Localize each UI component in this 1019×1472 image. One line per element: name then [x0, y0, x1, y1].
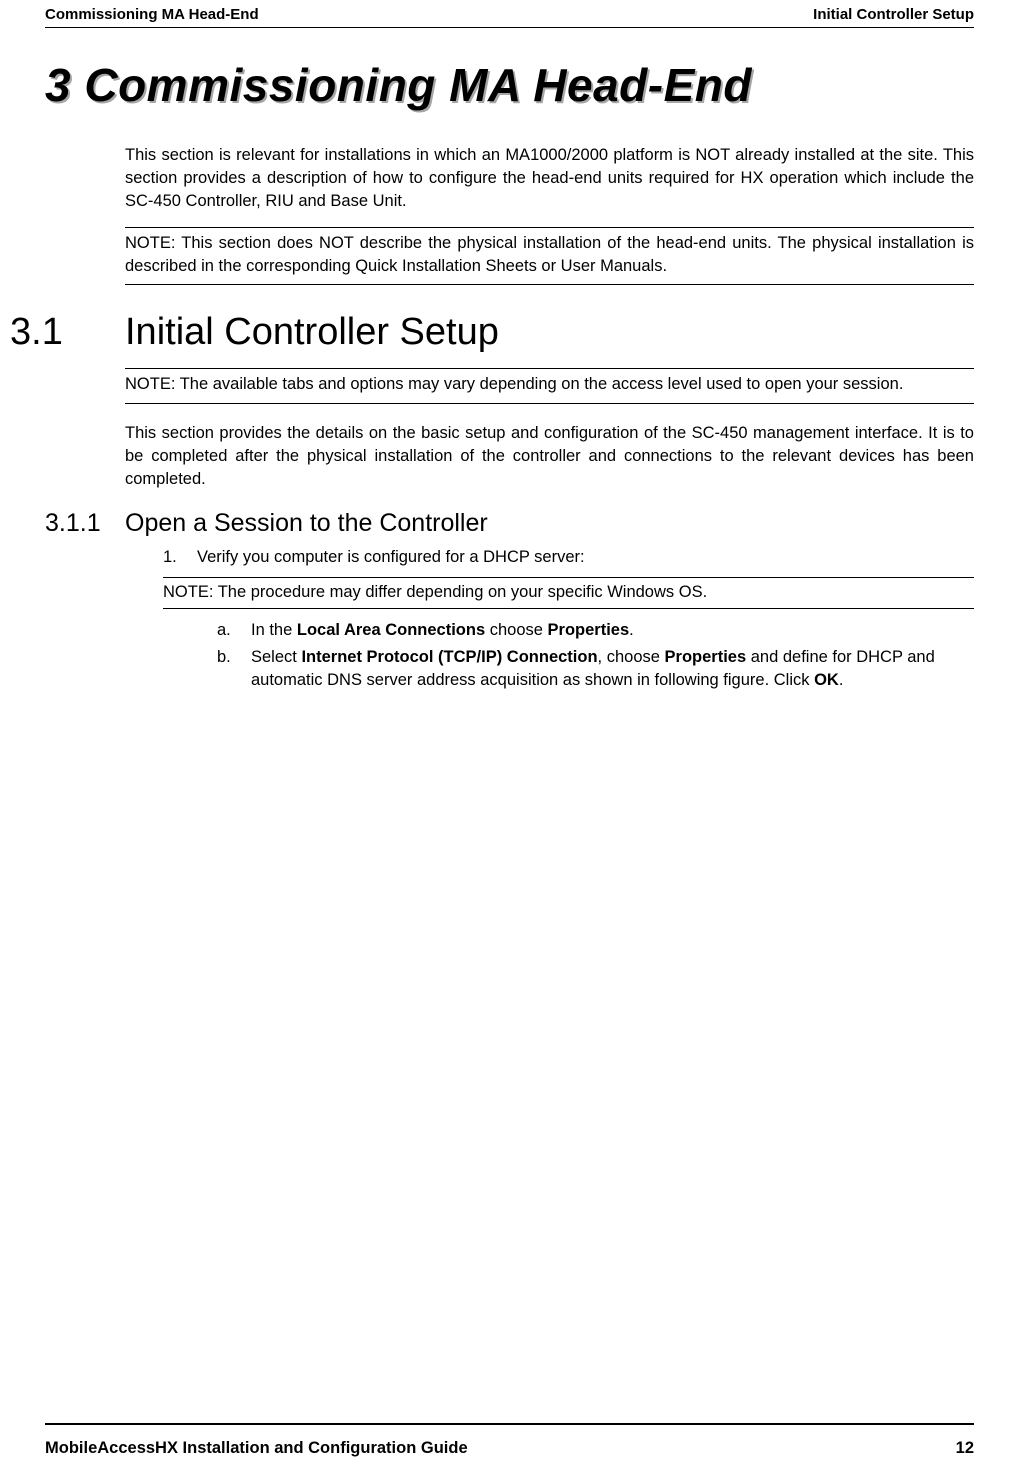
footer-left: MobileAccessHX Installation and Configur… [45, 1439, 468, 1458]
subsection-number: 3.1.1 [45, 509, 125, 538]
list-text: Select Internet Protocol (TCP/IP) Connec… [251, 646, 974, 692]
subsection-title: Open a Session to the Controller [125, 509, 488, 538]
numbered-list: 1. Verify you computer is configured for… [163, 546, 974, 569]
section-title: Initial Controller Setup [125, 311, 499, 354]
page-footer: MobileAccessHX Installation and Configur… [45, 1423, 974, 1458]
section-3-1-heading: 3.1 Initial Controller Setup [45, 311, 974, 354]
lettered-list: a. In the Local Area Connections choose … [217, 619, 974, 692]
list-item-1: 1. Verify you computer is configured for… [163, 546, 974, 569]
list-marker: a. [217, 619, 251, 642]
list-text: Verify you computer is configured for a … [197, 546, 585, 569]
list-item-b: b. Select Internet Protocol (TCP/IP) Con… [217, 646, 974, 692]
intro-paragraph: This section is relevant for installatio… [125, 144, 974, 213]
footer-page-number: 12 [956, 1439, 974, 1458]
page-header: Commissioning MA Head-End Initial Contro… [45, 0, 974, 27]
header-left: Commissioning MA Head-End [45, 6, 259, 23]
chapter-title: 3 Commissioning MA Head-End [45, 58, 974, 112]
list-item-a: a. In the Local Area Connections choose … [217, 619, 974, 642]
list-marker: b. [217, 646, 251, 692]
section-number: 3.1 [10, 311, 125, 354]
section-3-1-paragraph: This section provides the details on the… [125, 422, 974, 491]
list-text: In the Local Area Connections choose Pro… [251, 619, 634, 642]
section-3-1-1-heading: 3.1.1 Open a Session to the Controller [45, 509, 974, 538]
footer-rule [45, 1423, 974, 1425]
intro-note: NOTE: This section does NOT describe the… [125, 227, 974, 285]
step-note: NOTE: The procedure may differ depending… [163, 577, 974, 609]
section-3-1-note: NOTE: The available tabs and options may… [125, 368, 974, 403]
header-right: Initial Controller Setup [813, 6, 974, 23]
list-marker: 1. [163, 546, 197, 569]
header-rule [45, 27, 974, 28]
